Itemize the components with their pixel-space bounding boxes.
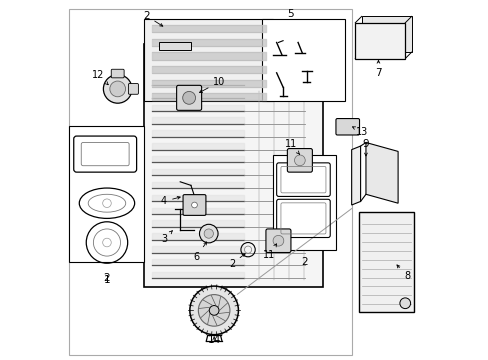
Bar	[159, 42, 190, 50]
Circle shape	[191, 202, 197, 208]
Circle shape	[399, 298, 410, 309]
Text: 2: 2	[142, 11, 163, 26]
Text: 10: 10	[199, 77, 225, 93]
Polygon shape	[351, 146, 360, 205]
Circle shape	[198, 294, 229, 326]
Circle shape	[294, 155, 305, 166]
Bar	[358, 212, 413, 312]
Text: 2: 2	[103, 273, 110, 283]
Text: 2: 2	[228, 254, 244, 269]
FancyBboxPatch shape	[111, 69, 124, 78]
Circle shape	[103, 75, 132, 103]
Polygon shape	[365, 143, 397, 203]
Bar	[69, 9, 351, 355]
FancyBboxPatch shape	[176, 85, 201, 111]
Text: 6: 6	[193, 242, 206, 262]
Text: 9: 9	[362, 139, 368, 156]
Text: 3: 3	[161, 231, 172, 244]
Bar	[262, 19, 344, 102]
Text: 11: 11	[263, 244, 276, 260]
Circle shape	[199, 224, 218, 243]
Bar	[361, 17, 411, 52]
Circle shape	[183, 91, 195, 104]
Text: 8: 8	[396, 265, 409, 282]
Text: 12: 12	[92, 69, 108, 85]
FancyBboxPatch shape	[287, 149, 312, 172]
Text: 5: 5	[287, 9, 294, 19]
Circle shape	[203, 229, 213, 238]
Bar	[144, 44, 323, 287]
Text: 7: 7	[374, 60, 381, 78]
Bar	[144, 19, 272, 102]
Circle shape	[209, 306, 219, 315]
FancyBboxPatch shape	[265, 229, 290, 252]
Bar	[69, 126, 144, 262]
Text: 4: 4	[161, 197, 180, 206]
FancyBboxPatch shape	[128, 84, 138, 94]
Circle shape	[110, 81, 125, 97]
Text: 2: 2	[300, 257, 307, 267]
FancyBboxPatch shape	[183, 195, 205, 215]
Bar	[272, 155, 335, 249]
Circle shape	[272, 235, 283, 246]
Text: 13: 13	[352, 127, 368, 137]
Bar	[354, 23, 405, 59]
Text: 11: 11	[284, 139, 299, 154]
Text: 14: 14	[207, 335, 220, 345]
FancyBboxPatch shape	[335, 118, 359, 135]
Text: 1: 1	[103, 275, 110, 285]
Circle shape	[189, 286, 238, 335]
